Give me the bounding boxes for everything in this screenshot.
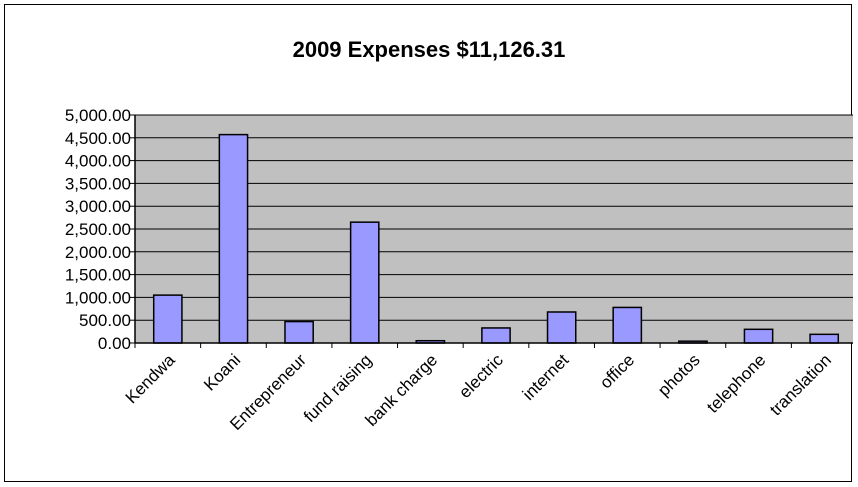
y-tick-label: 500.00: [79, 311, 131, 330]
y-tick-label: 5,000.00: [65, 106, 131, 125]
bar: [809, 333, 840, 344]
bar: [612, 306, 643, 344]
bar: [284, 320, 314, 344]
y-tick-label: 1,000.00: [65, 288, 131, 307]
x-tick-label: Koani: [200, 350, 244, 394]
bar: [743, 328, 774, 344]
bar: [481, 327, 511, 344]
chart-frame: 2009 Expenses $11,126.31 0.00 500.00 1,000…: [4, 4, 853, 482]
y-tick-label: 3,000.00: [65, 197, 131, 216]
x-tick-label: office: [596, 350, 638, 392]
y-tick-label: 1,500.00: [65, 266, 131, 285]
y-tick-label: 4,500.00: [65, 129, 131, 148]
x-tick-label: telephone: [703, 350, 769, 416]
x-tick-label: electric: [455, 350, 507, 402]
x-tick-label: internet: [519, 350, 573, 404]
bar: [546, 311, 577, 344]
y-tick-label: 3,500.00: [65, 174, 131, 193]
bar-chart: 0.00 500.00 1,000.00 1,500.00 2,000.00 2,500.…: [65, 106, 853, 434]
y-tick-label: 0.00: [98, 334, 131, 353]
bar: [218, 133, 249, 344]
bar: [152, 294, 183, 344]
bar: [349, 221, 380, 344]
y-tick-label: 2,000.00: [65, 243, 131, 262]
y-tick-label: 4,000.00: [65, 152, 131, 171]
x-tick-label: translation: [766, 350, 835, 419]
x-tick-label: photos: [654, 350, 704, 400]
y-tick-label: 2,500.00: [65, 220, 131, 239]
chart-title: 2009 Expenses $11,126.31: [292, 37, 566, 62]
x-tick-label: Kendwa: [122, 350, 179, 407]
